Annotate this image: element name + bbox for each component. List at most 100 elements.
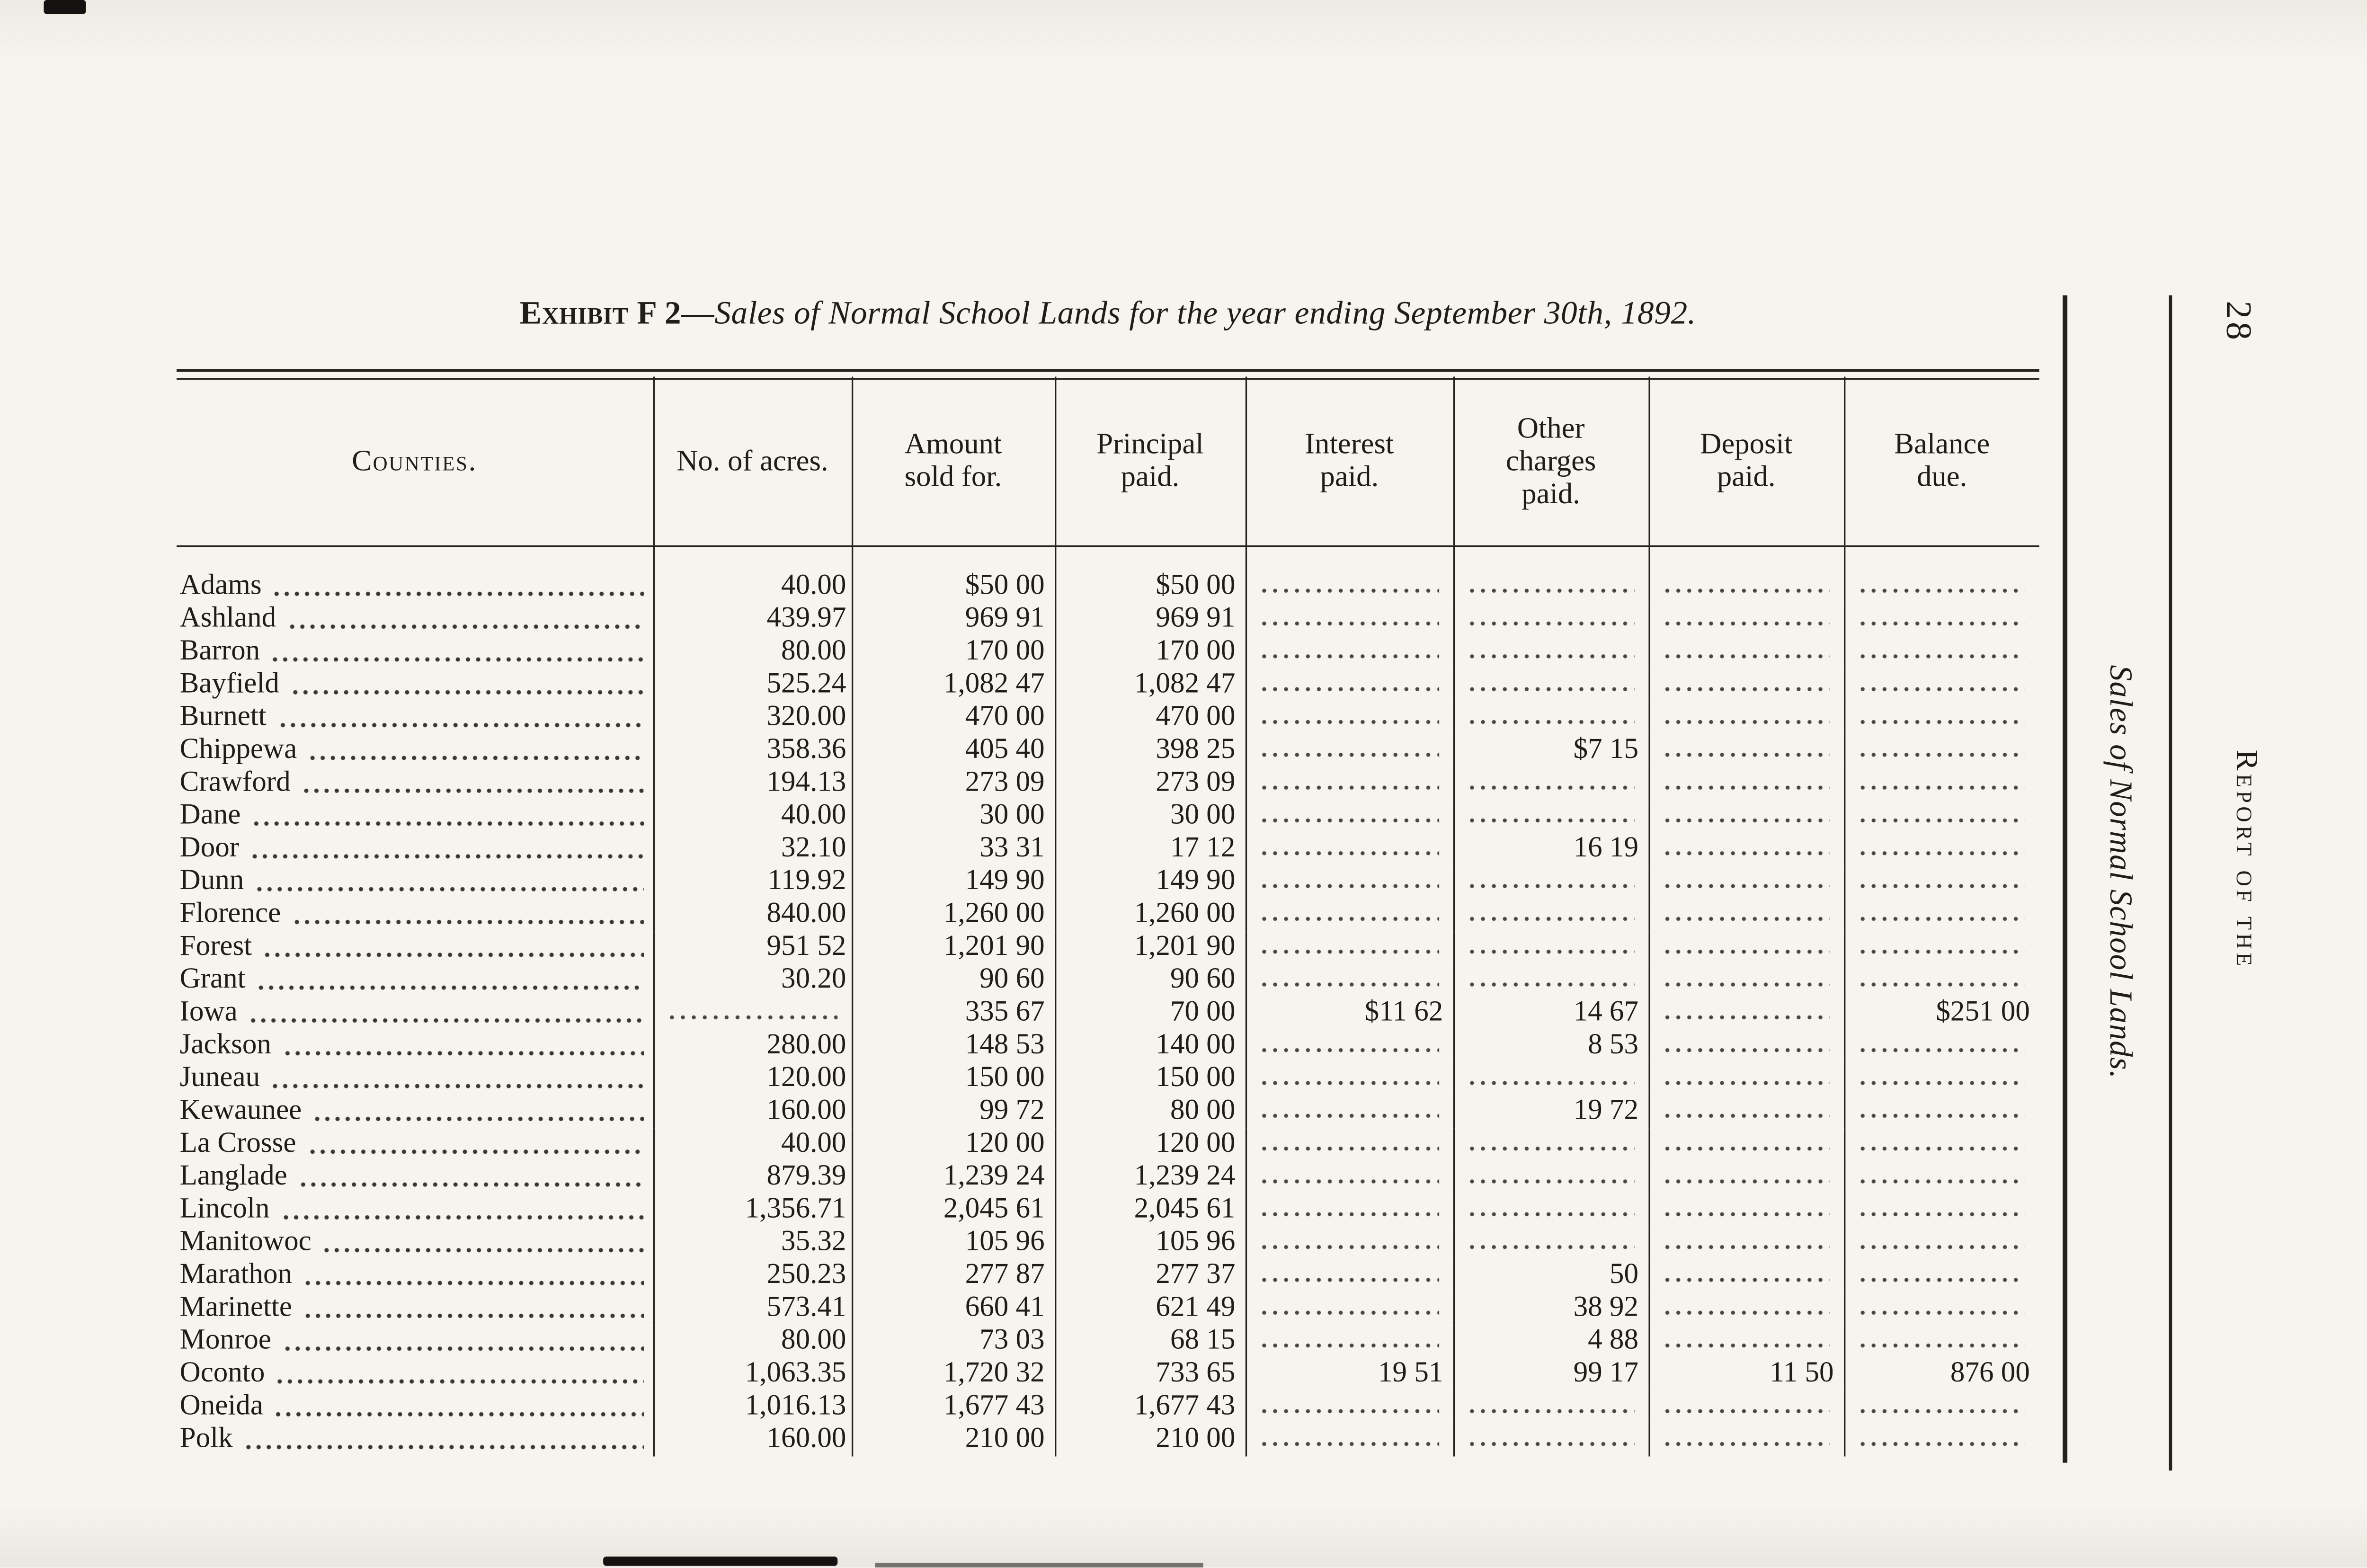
dot-leader — [258, 984, 643, 991]
empty-dot-fill — [1663, 916, 1829, 922]
empty-dot-fill — [1663, 1079, 1829, 1087]
cell-value: 1,677 43 — [943, 1390, 1045, 1422]
cell-value: 733 65 — [1156, 1358, 1236, 1390]
empty-dot-fill — [1468, 784, 1634, 791]
empty-dot-fill — [1859, 620, 2025, 627]
cell-amount: 105 96 — [851, 1227, 1055, 1260]
cell-value: 149 90 — [1156, 865, 1236, 897]
cell-balance — [1843, 931, 2039, 964]
sales-table: Counties. No. of acres. Amount sold for.… — [177, 376, 2039, 1457]
cell-value: 68 15 — [1170, 1325, 1236, 1357]
cell-value: 1,239 24 — [1134, 1161, 1236, 1193]
cell-value: 358.36 — [766, 734, 846, 766]
cell-value: 38 92 — [1573, 1292, 1638, 1324]
cell-amount: 1,677 43 — [851, 1390, 1055, 1424]
cell-interest — [1245, 833, 1453, 866]
cell-value: 840.00 — [766, 899, 846, 930]
cell-interest — [1245, 1030, 1453, 1063]
cell-other — [1452, 636, 1649, 669]
cell-county: Juneau — [177, 1063, 653, 1096]
cell-deposit — [1647, 734, 1844, 767]
cell-principal: 30 00 — [1054, 800, 1246, 833]
cell-interest — [1245, 1128, 1453, 1161]
empty-dot-fill — [1260, 948, 1439, 955]
empty-dot-fill — [1859, 1178, 2025, 1185]
cell-other: 38 92 — [1452, 1292, 1649, 1326]
cell-principal: 17 12 — [1054, 833, 1246, 866]
cell-acres: 320.00 — [652, 702, 852, 735]
empty-dot-fill — [1260, 817, 1439, 824]
empty-dot-fill — [1859, 686, 2025, 693]
empty-dot-fill — [1663, 1244, 1829, 1250]
table-row: Burnett 320.00 470 00 470 00 — [177, 702, 2039, 735]
table-row: La Crosse 40.00 120 00 120 00 — [177, 1128, 2039, 1161]
empty-dot-fill — [1663, 719, 1829, 725]
cell-interest — [1245, 1161, 1453, 1194]
empty-dot-fill — [1260, 1310, 1439, 1316]
table-row: Polk 160.00 210 00 210 00 — [177, 1424, 2039, 1457]
cell-interest — [1245, 668, 1453, 702]
empty-dot-fill — [1260, 1408, 1439, 1415]
empty-dot-fill — [1468, 1178, 1634, 1185]
cell-interest — [1245, 1292, 1453, 1326]
cell-value: 277 37 — [1156, 1259, 1236, 1291]
empty-dot-fill — [1663, 1178, 1829, 1185]
cell-value: 17 12 — [1170, 833, 1236, 864]
cell-deposit — [1647, 833, 1844, 866]
dot-leader — [314, 1115, 643, 1123]
empty-dot-fill — [1663, 1408, 1829, 1415]
table-title: Exhibit F 2—Sales of Normal School Lands… — [177, 294, 2039, 333]
table-row: Oneida 1,016.13 1,677 43 1,677 43 — [177, 1390, 2039, 1424]
cell-balance — [1843, 833, 2039, 866]
cell-other — [1452, 964, 1649, 997]
cell-balance — [1843, 1259, 2039, 1292]
empty-dot-fill — [1859, 1342, 2025, 1349]
empty-dot-fill — [1260, 1113, 1439, 1119]
empty-dot-fill — [668, 1014, 837, 1021]
county-name: Adams — [179, 570, 262, 602]
empty-dot-fill — [1859, 1310, 2025, 1316]
cell-principal: 68 15 — [1054, 1325, 1246, 1358]
cell-other — [1452, 865, 1649, 899]
county-name: Florence — [179, 899, 281, 930]
cell-other: 16 19 — [1452, 833, 1649, 866]
cell-deposit — [1647, 1325, 1844, 1358]
cell-interest — [1245, 1424, 1453, 1457]
cell-acres: 573.41 — [652, 1292, 852, 1326]
cell-value: 194.13 — [766, 767, 846, 799]
empty-dot-fill — [1468, 1079, 1634, 1087]
cell-acres: 40.00 — [652, 546, 852, 604]
empty-dot-fill — [1663, 653, 1829, 659]
cell-balance: 876 00 — [1843, 1358, 2039, 1391]
empty-dot-fill — [1859, 817, 2025, 824]
dot-leader — [288, 624, 643, 630]
cell-other — [1452, 800, 1649, 833]
empty-dot-fill — [1859, 1047, 2025, 1053]
table-header: Counties. No. of acres. Amount sold for.… — [177, 376, 2039, 547]
cell-county: Polk — [177, 1424, 653, 1456]
cell-other — [1452, 899, 1649, 932]
empty-dot-fill — [1260, 620, 1439, 627]
dot-leader — [308, 1149, 643, 1155]
margin-divider-rule — [2169, 295, 2171, 1471]
empty-dot-fill — [1260, 751, 1439, 758]
cell-value: 250.23 — [766, 1259, 846, 1291]
cell-balance — [1843, 1161, 2039, 1194]
table-row: Bayfield 525.24 1,082 47 1,082 47 — [177, 668, 2039, 702]
empty-dot-fill — [1260, 588, 1439, 594]
empty-dot-fill — [1663, 1441, 1829, 1447]
cell-value: 140 00 — [1156, 1030, 1236, 1061]
cell-other: $7 15 — [1452, 734, 1649, 767]
dot-leader — [309, 755, 643, 761]
empty-dot-fill — [1859, 1113, 2025, 1119]
cell-value: 40.00 — [781, 800, 846, 832]
cell-value: 80.00 — [781, 636, 846, 668]
cell-value: 40.00 — [781, 1128, 846, 1160]
cell-value: 90 60 — [979, 964, 1045, 996]
empty-dot-fill — [1260, 1276, 1439, 1283]
cell-principal: 277 37 — [1054, 1259, 1246, 1292]
cell-value: 969 91 — [965, 603, 1045, 635]
cell-interest — [1245, 899, 1453, 932]
county-name: Forest — [179, 931, 252, 963]
cell-deposit — [1647, 1292, 1844, 1326]
